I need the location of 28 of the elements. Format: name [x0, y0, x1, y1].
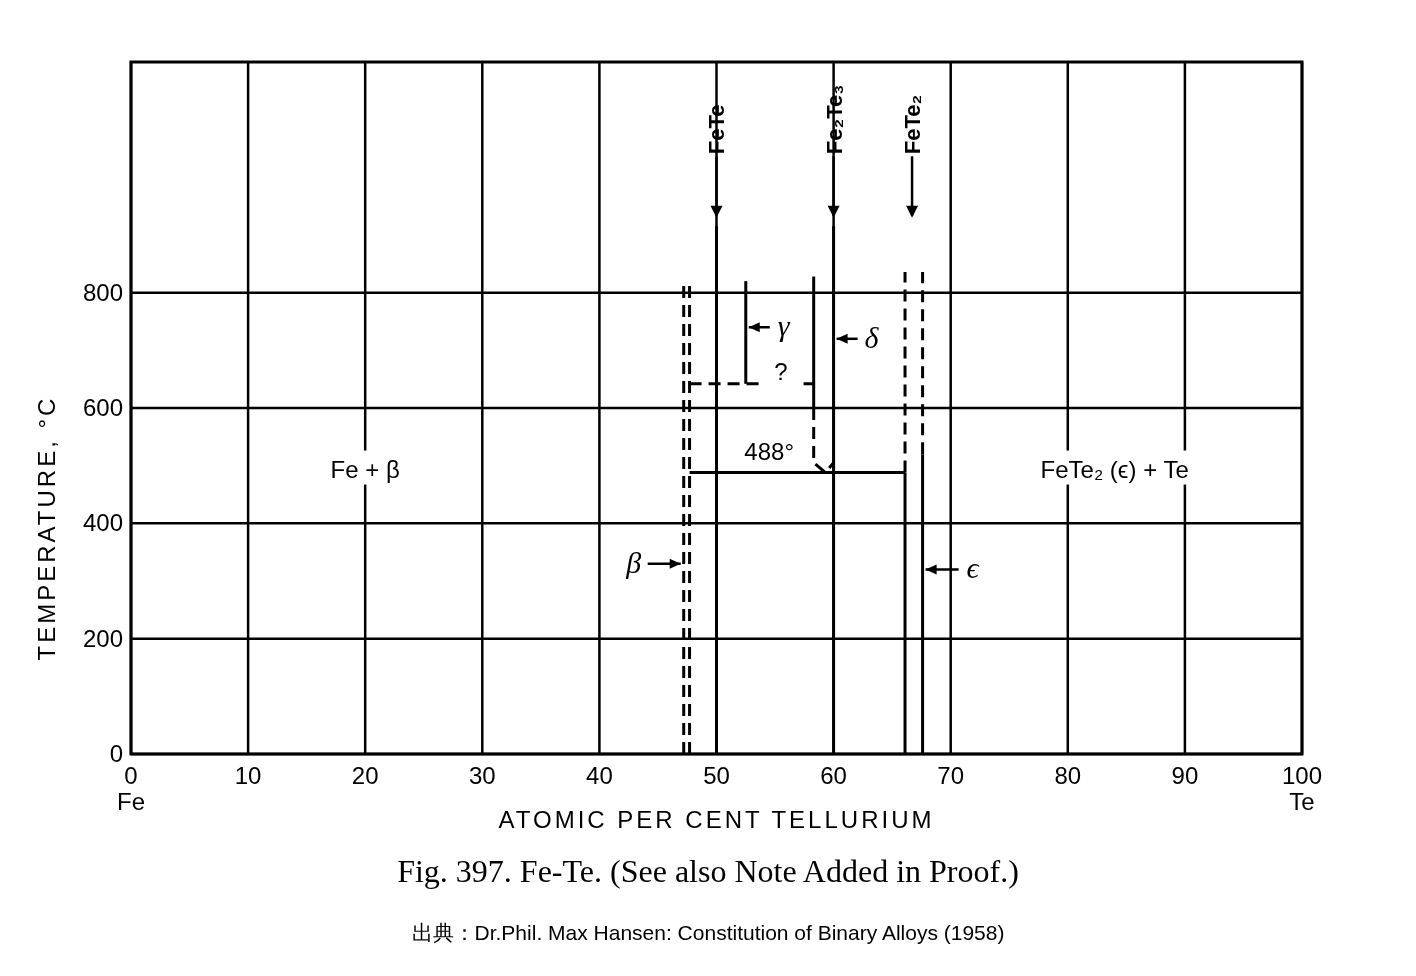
annotation: 488° [744, 437, 795, 465]
x-tick-label: 50 [703, 762, 730, 789]
y-tick-label: 800 [82, 278, 123, 306]
y-tick-label: 200 [82, 624, 123, 652]
annotation: FeTe₂ (ϵ) + Te [1040, 455, 1189, 483]
x-tick-label: 20 [351, 762, 379, 789]
annotation: β [625, 545, 642, 579]
x-axis-title: ATOMIC PER CENT TELLURIUM [498, 806, 935, 833]
annotation: ? [774, 357, 788, 385]
x-tick-label: 100 Te [1281, 762, 1323, 815]
annotation: δ [864, 320, 880, 354]
x-tick-label: 90 [1171, 762, 1199, 789]
y-tick-label: 600 [82, 394, 123, 421]
y-axis-title: TEMPERATURE, °C [33, 395, 60, 661]
text: Fig. 397. Fe-Te. (See also Note Added in Proof.) [397, 853, 1019, 889]
annotation: Fe + β [330, 455, 400, 483]
annotation: ϵ [966, 551, 981, 585]
annotation: FeTe₂ [900, 94, 926, 155]
x-tick-label: 80 [1054, 762, 1082, 789]
x-tick-label: 30 [468, 762, 496, 789]
y-tick-label: 400 [82, 509, 123, 537]
x-tick-label: 60 [820, 762, 847, 789]
source-note: 出典：Dr.Phil. Max Hansen: Constitution of Binary Alloys (1958) [411, 921, 1005, 944]
x-tick-label: 70 [937, 762, 965, 789]
x-tick-label: 10 [234, 762, 262, 789]
annotation: Fe₂Te₃ [821, 84, 847, 155]
annotation: γ [777, 309, 791, 343]
x-tick-label: 40 [586, 762, 613, 789]
